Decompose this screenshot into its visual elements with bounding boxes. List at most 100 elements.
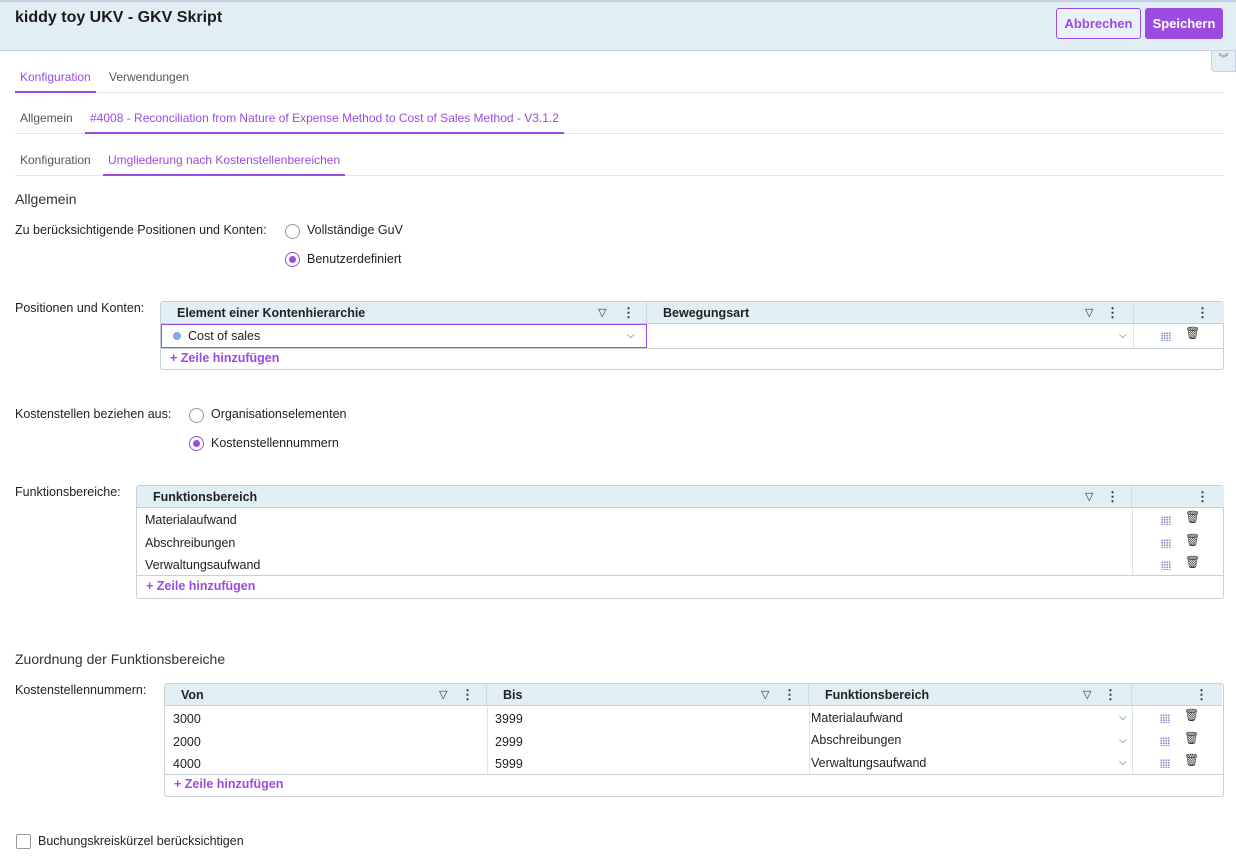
column-menu-icon[interactable]: ⋮ <box>1106 489 1119 504</box>
radio-label: Vollständige GuV <box>307 223 403 237</box>
save-button[interactable]: Speichern <box>1145 8 1223 39</box>
tab-konfiguration[interactable]: Konfiguration <box>15 70 96 93</box>
tab-verwendungen[interactable]: Verwendungen <box>109 70 190 84</box>
drag-handle-icon[interactable] <box>1161 516 1171 525</box>
add-row-label: Zeile hinzufügen <box>184 777 284 791</box>
drag-handle-icon[interactable] <box>1161 332 1171 341</box>
divider <box>809 706 810 774</box>
trash-icon[interactable]: 🗑 <box>1184 708 1200 722</box>
trash-icon[interactable]: 🗑 <box>1185 555 1201 569</box>
column-menu-icon[interactable]: ⋮ <box>783 687 796 702</box>
buchungskreis-checkbox[interactable] <box>16 834 31 849</box>
column-menu-icon[interactable]: ⋮ <box>1196 489 1209 504</box>
column-menu-icon[interactable]: ⋮ <box>461 687 474 702</box>
trash-icon[interactable]: 🗑 <box>1185 326 1201 340</box>
radio-kostenstellennummern[interactable] <box>189 436 204 451</box>
drag-handle-icon[interactable] <box>1160 737 1170 746</box>
column-menu-icon[interactable]: ⋮ <box>1106 305 1119 320</box>
tab-divider <box>15 133 1224 134</box>
actions-header <box>1132 486 1224 508</box>
chevron-down-icon[interactable]: ⌵ <box>1119 735 1127 746</box>
filter-icon[interactable]: ▽ <box>1085 307 1094 319</box>
trash-icon[interactable]: 🗑 <box>1184 753 1200 767</box>
add-row-button[interactable]: + Zeile hinzufügen <box>174 777 284 791</box>
divider <box>1132 508 1133 575</box>
drag-handle-icon[interactable] <box>1161 539 1171 548</box>
column-header[interactable]: Funktionsbereich <box>809 684 1132 706</box>
section-title-zuordnung: Zuordnung der Funktionsbereiche <box>15 651 226 667</box>
bereich-dropdown[interactable]: Materialaufwand <box>811 711 903 725</box>
radio-benutzerdefiniert[interactable] <box>285 252 300 267</box>
divider <box>1132 706 1133 774</box>
bis-cell[interactable]: 3999 <box>495 712 523 726</box>
von-cell[interactable]: 4000 <box>173 757 201 771</box>
column-menu-icon[interactable]: ⋮ <box>1195 687 1208 702</box>
bewegungsart-dropdown[interactable] <box>647 325 1134 347</box>
cost-center-source-label: Kostenstellen beziehen aus: <box>15 407 172 421</box>
filter-icon[interactable]: ▽ <box>439 689 448 701</box>
filter-icon[interactable]: ▽ <box>1085 491 1094 503</box>
table-row[interactable]: Verwaltungsaufwand <box>145 558 261 572</box>
chevron-down-icon[interactable]: ⌵ <box>1119 757 1127 768</box>
app-header <box>0 0 1236 51</box>
bereich-dropdown[interactable]: Abschreibungen <box>811 733 902 747</box>
radio-label: Kostenstellennummern <box>211 436 339 450</box>
checkbox-label: Buchungskreiskürzel berücksichtigen <box>38 834 244 848</box>
trash-icon[interactable]: 🗑 <box>1184 731 1200 745</box>
column-header[interactable]: Bewegungsart <box>647 302 1134 324</box>
chevrons-down-icon[interactable]: ︾ <box>1211 51 1236 72</box>
positions-grid: Element einer Kontenhierarchie ▽ ⋮ Beweg… <box>160 301 1224 370</box>
radio-label: Organisationselementen <box>211 407 347 421</box>
bis-cell[interactable]: 2999 <box>495 735 523 749</box>
tab-inner-konfiguration[interactable]: Konfiguration <box>20 153 91 167</box>
divider <box>137 575 1223 576</box>
tab-allgemein[interactable]: Allgemein <box>20 111 73 125</box>
element-value: Cost of sales <box>188 329 261 343</box>
drag-handle-icon[interactable] <box>1160 759 1170 768</box>
add-row-button[interactable]: + Zeile hinzufügen <box>170 351 280 365</box>
column-header[interactable]: Element einer Kontenhierarchie <box>161 302 647 324</box>
filter-icon[interactable]: ▽ <box>598 307 607 319</box>
section-title-allgemein: Allgemein <box>15 191 77 207</box>
cancel-button[interactable]: Abbrechen <box>1056 8 1141 39</box>
filter-icon[interactable]: ▽ <box>1083 689 1092 701</box>
column-menu-icon[interactable]: ⋮ <box>1104 687 1117 702</box>
bereich-dropdown[interactable]: Verwaltungsaufwand <box>811 756 927 770</box>
actions-header <box>1134 302 1224 324</box>
column-header[interactable]: Bis <box>487 684 809 706</box>
functional-areas-grid: Funktionsbereich ▽ ⋮ ⋮ Materialaufwand A… <box>136 485 1224 599</box>
tab-divider <box>15 92 1224 93</box>
bis-cell[interactable]: 5999 <box>495 757 523 771</box>
von-cell[interactable]: 3000 <box>173 712 201 726</box>
chevron-down-icon[interactable]: ⌵ <box>1119 712 1127 723</box>
trash-icon[interactable]: 🗑 <box>1185 510 1201 524</box>
trash-icon[interactable]: 🗑 <box>1185 533 1201 547</box>
radio-organisationselementen[interactable] <box>189 408 204 423</box>
table-row[interactable]: Materialaufwand <box>145 513 237 527</box>
divider <box>487 706 488 774</box>
chevron-down-icon[interactable]: ⌵ <box>1119 330 1127 341</box>
column-menu-icon[interactable]: ⋮ <box>622 305 635 320</box>
tab-umgliederung[interactable]: Umgliederung nach Kostenstellenbereichen <box>103 153 346 176</box>
drag-handle-icon[interactable] <box>1161 561 1171 570</box>
tab-script-4008[interactable]: #4008 - Reconciliation from Nature of Ex… <box>85 111 564 134</box>
chevron-down-icon[interactable]: ⌵ <box>627 330 635 341</box>
table-row[interactable]: Abschreibungen <box>145 536 236 550</box>
add-row-button[interactable]: + Zeile hinzufügen <box>146 579 256 593</box>
assignment-grid: Von ▽ ⋮ Bis ▽ ⋮ Funktionsbereich ▽ ⋮ ⋮ 3… <box>164 683 1224 797</box>
drag-handle-icon[interactable] <box>1160 714 1170 723</box>
column-header[interactable]: Von <box>165 684 487 706</box>
positions-label: Zu berücksichtigende Positionen und Kont… <box>15 223 267 237</box>
column-header[interactable]: Funktionsbereich <box>137 486 1132 508</box>
element-dropdown[interactable]: Cost of sales ⌵ <box>161 324 647 348</box>
column-menu-icon[interactable]: ⋮ <box>1196 305 1209 320</box>
element-dot-icon <box>173 332 181 340</box>
add-row-label: Zeile hinzufügen <box>156 579 256 593</box>
functional-areas-label: Funktionsbereiche: <box>15 485 121 499</box>
filter-icon[interactable]: ▽ <box>761 689 770 701</box>
positions-grid-label: Positionen und Konten: <box>15 301 145 315</box>
von-cell[interactable]: 2000 <box>173 735 201 749</box>
divider <box>165 774 1223 775</box>
assignment-label: Kostenstellennummern: <box>15 683 147 697</box>
radio-vollstaendige-guv[interactable] <box>285 224 300 239</box>
